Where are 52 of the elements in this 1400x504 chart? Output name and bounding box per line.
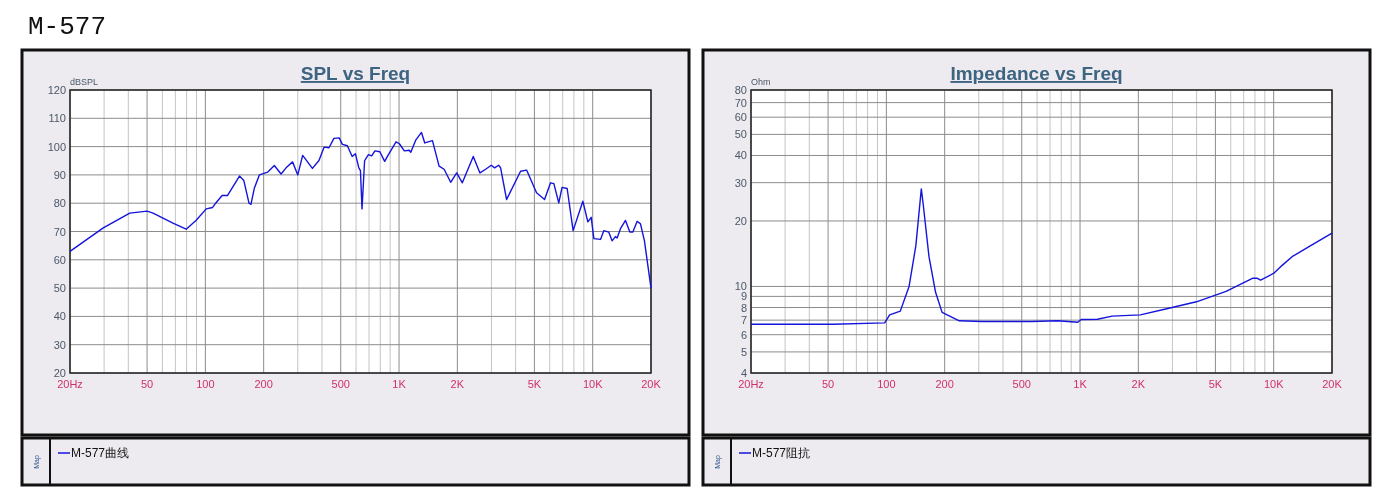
y-tick-label: 50 — [734, 128, 747, 141]
x-tick-label: 500 — [1012, 378, 1031, 390]
y-tick-label: 30 — [734, 176, 747, 189]
x-tick-label: 20K — [1322, 378, 1343, 390]
x-tick-label: 1K — [392, 378, 407, 390]
y-tick-label: 90 — [53, 168, 66, 181]
y-tick-label: 80 — [53, 197, 66, 210]
x-tick-label: 20Hz — [57, 378, 83, 390]
x-tick-label: 20K — [641, 378, 662, 390]
y-axis-title: dBSPL — [70, 77, 99, 87]
y-tick-label: 80 — [734, 84, 747, 96]
x-tick-label: 200 — [935, 378, 954, 390]
chart-title: Impedance vs Freq — [950, 63, 1123, 84]
chart-title: SPL vs Freq — [300, 63, 411, 84]
x-tick-label: 5K — [527, 378, 542, 390]
y-tick-label: 10 — [734, 280, 747, 293]
legend-label: M-577阻抗 — [752, 446, 811, 460]
legend-label: M-577曲线 — [71, 446, 130, 460]
y-tick-label: 9 — [740, 290, 747, 303]
y-tick-label: 40 — [53, 310, 66, 323]
y-tick-label: 60 — [734, 111, 747, 124]
x-tick-label: 2K — [1131, 378, 1146, 390]
y-tick-label: 70 — [53, 225, 66, 238]
y-tick-label: 120 — [47, 84, 66, 96]
x-tick-label: 20Hz — [738, 378, 764, 390]
y-tick-label: 70 — [734, 96, 747, 109]
y-tick-label: 30 — [53, 338, 66, 351]
y-tick-label: 40 — [734, 149, 747, 162]
x-tick-label: 500 — [331, 378, 350, 390]
y-tick-label: 100 — [47, 140, 66, 153]
x-tick-label: 50 — [821, 378, 835, 390]
y-tick-label: 5 — [740, 345, 747, 358]
x-tick-label: 100 — [877, 378, 896, 390]
y-tick-label: 6 — [740, 328, 747, 341]
y-tick-label: 60 — [53, 253, 66, 266]
y-tick-label: 50 — [53, 282, 66, 295]
y-axis-title: Ohm — [751, 77, 771, 87]
x-tick-label: 100 — [196, 378, 215, 390]
y-tick-label: 8 — [740, 301, 747, 314]
y-tick-label: 20 — [734, 214, 747, 227]
y-tick-label: 7 — [740, 314, 747, 327]
x-tick-label: 1K — [1073, 378, 1088, 390]
y-tick-label: 4 — [740, 367, 747, 379]
x-tick-label: 50 — [140, 378, 154, 390]
y-tick-label: 110 — [48, 112, 66, 125]
y-tick-label: 20 — [53, 367, 66, 379]
x-tick-label: 10K — [1263, 378, 1285, 390]
x-tick-label: 10K — [582, 378, 604, 390]
x-tick-label: 2K — [450, 378, 465, 390]
x-tick-label: 200 — [254, 378, 273, 390]
text: M-577 — [28, 12, 107, 42]
x-tick-label: 5K — [1208, 378, 1223, 390]
